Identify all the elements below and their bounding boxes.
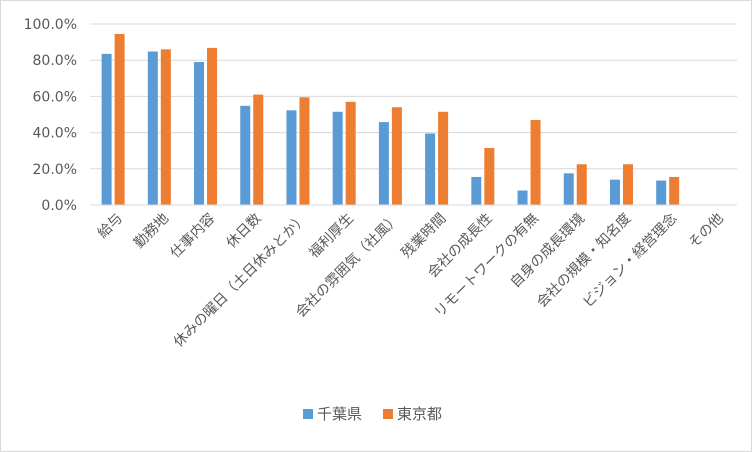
bar	[253, 94, 264, 205]
bar	[530, 119, 541, 205]
bar	[517, 190, 528, 205]
legend-swatch	[383, 409, 393, 419]
bar	[332, 111, 343, 205]
y-tick-label: 60.0%	[33, 89, 77, 105]
bar	[345, 101, 356, 205]
y-tick-label: 100.0%	[24, 17, 77, 33]
bar	[240, 105, 251, 205]
bar	[471, 176, 482, 205]
bar	[656, 180, 667, 205]
bar	[378, 122, 389, 205]
bar	[207, 47, 218, 205]
bar	[425, 133, 436, 205]
y-axis-tick-labels: 0.0% 20.0% 40.0% 60.0% 80.0% 100.0%	[24, 17, 77, 214]
bar	[576, 164, 587, 205]
bar	[669, 176, 680, 205]
bars	[101, 33, 680, 206]
x-category-label: 勤務地	[131, 211, 172, 252]
y-tick-label: 0.0%	[41, 198, 77, 214]
bar	[299, 97, 310, 205]
y-tick-label: 80.0%	[33, 53, 77, 69]
x-category-label: 給与	[95, 211, 126, 242]
x-category-label: 仕事内容	[167, 210, 219, 262]
legend-label: 千葉県	[317, 405, 362, 423]
y-tick-label: 40.0%	[33, 126, 77, 142]
legend-swatch	[303, 409, 313, 419]
bar	[484, 147, 495, 205]
bar	[609, 179, 620, 205]
legend-label: 東京都	[397, 405, 442, 423]
x-category-label: その他	[686, 211, 727, 252]
bar	[286, 110, 297, 205]
bar	[101, 53, 112, 205]
bar	[563, 173, 574, 205]
bar	[622, 164, 633, 205]
bar	[114, 33, 125, 205]
legend: 千葉県 東京都	[303, 405, 442, 423]
grid-lines	[90, 23, 737, 170]
bar	[438, 111, 449, 205]
x-category-label: 休日数	[224, 211, 265, 252]
bar	[391, 107, 402, 205]
y-tick-label: 20.0%	[33, 162, 77, 178]
bar	[194, 62, 205, 206]
bar	[147, 51, 158, 206]
bar	[160, 49, 171, 206]
